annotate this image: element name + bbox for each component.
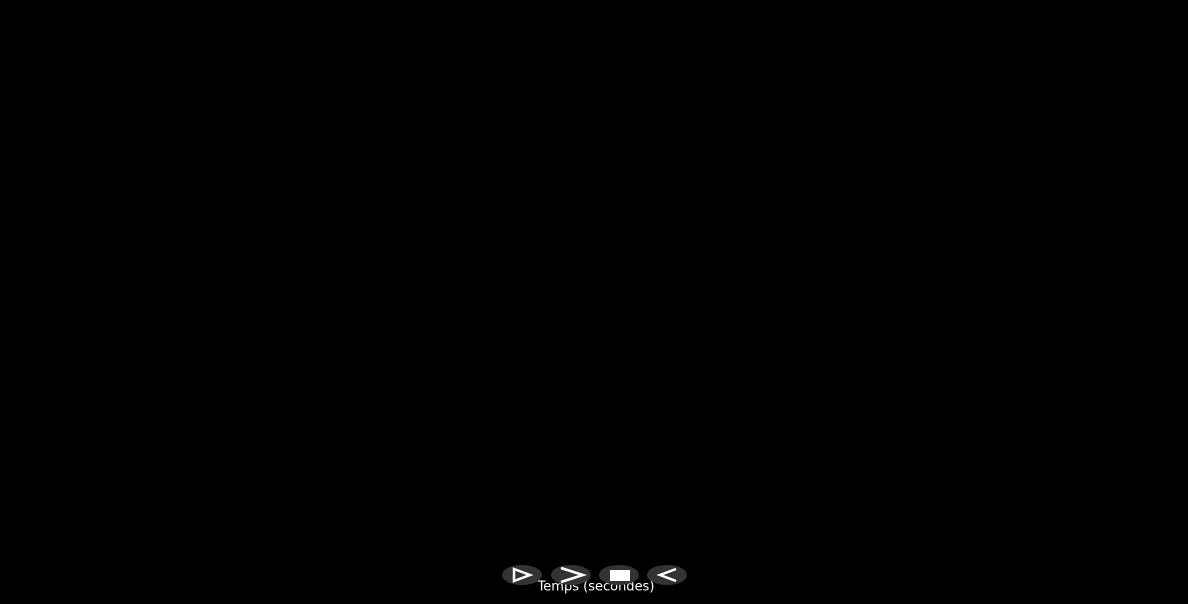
playback-controls [502, 565, 687, 585]
forward-button[interactable] [551, 565, 591, 585]
stop-button[interactable] [599, 565, 639, 585]
x-axis-label: Temps (secondes) [537, 580, 655, 595]
play-button[interactable] [502, 565, 542, 585]
rewind-button[interactable] [647, 565, 687, 585]
